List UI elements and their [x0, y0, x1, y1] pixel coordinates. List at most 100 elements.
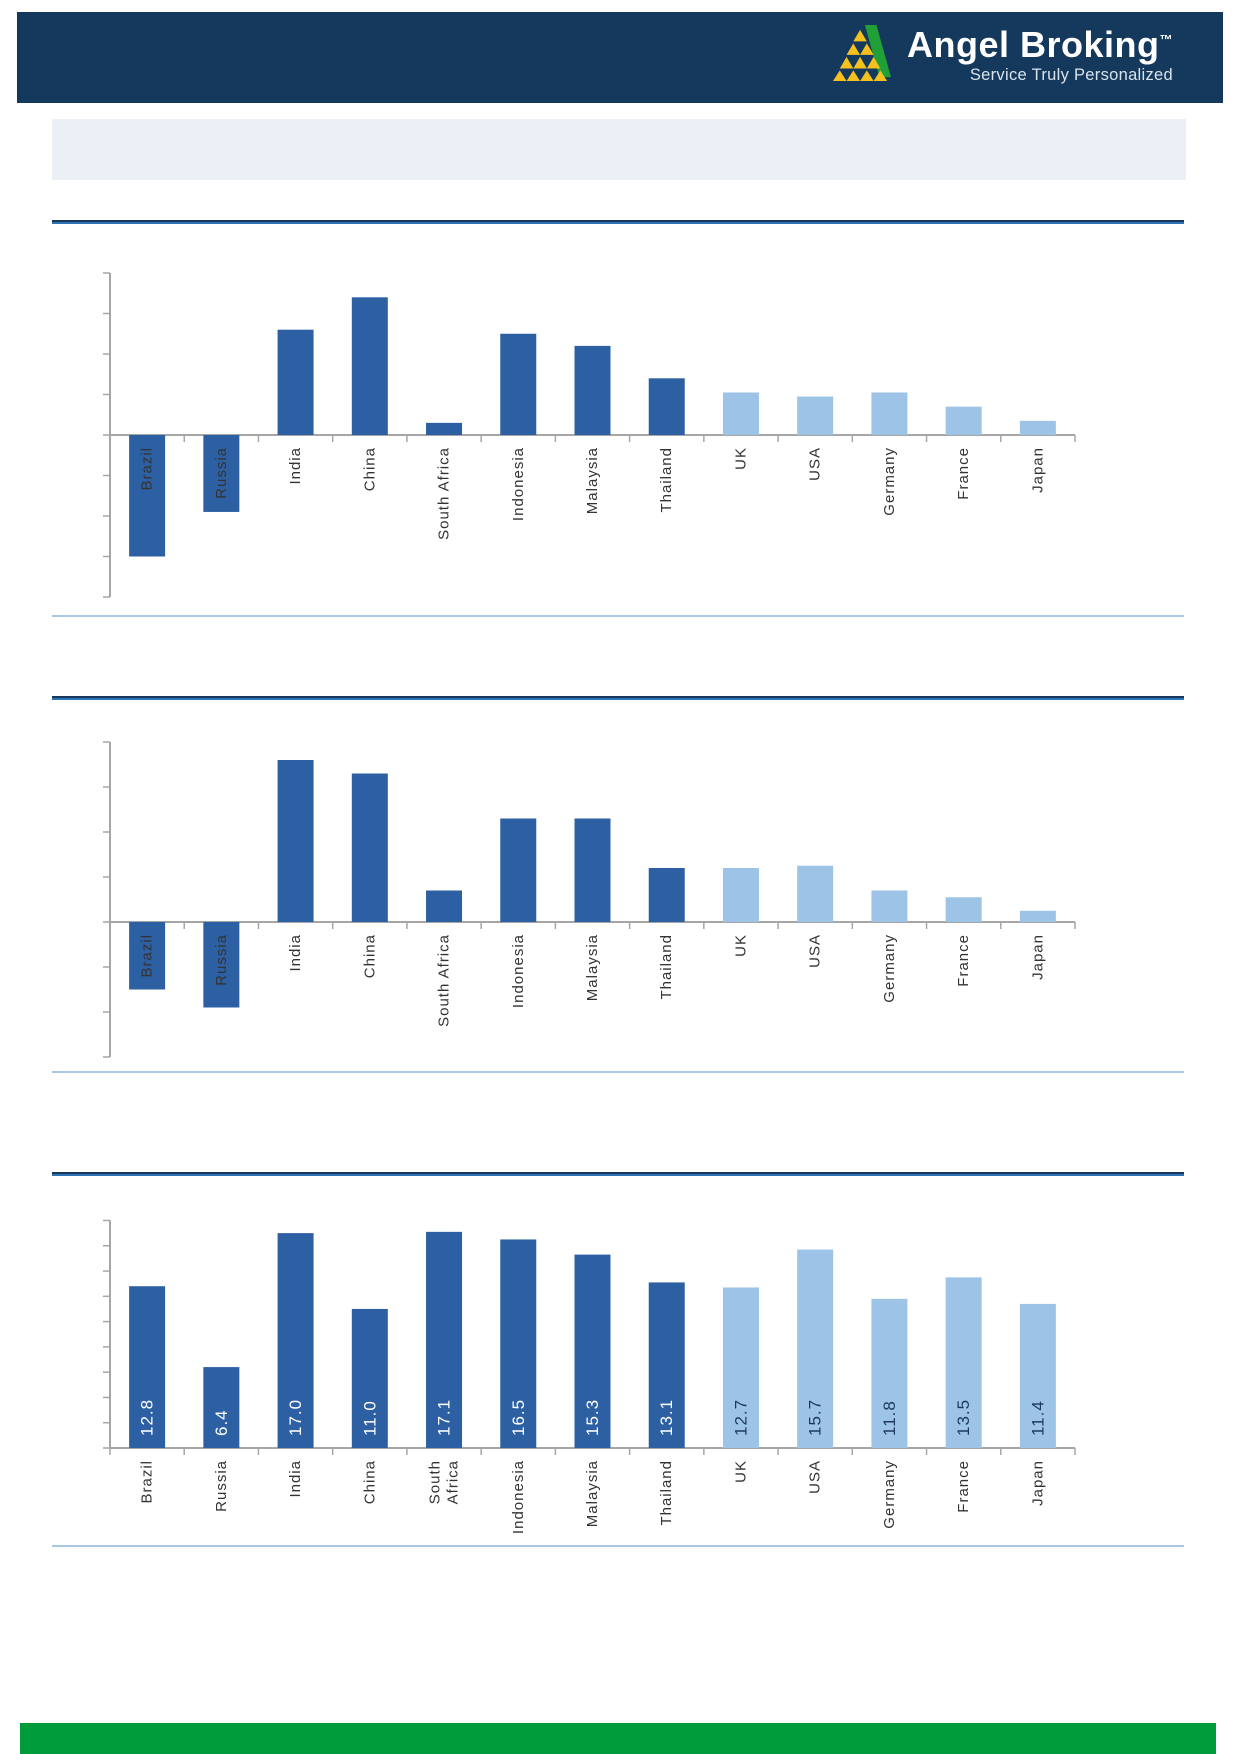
- category-label-south-africa: South: [427, 1460, 444, 1504]
- trademark-symbol: ™: [1159, 32, 1173, 47]
- category-label-thailand: Thailand: [658, 934, 675, 1000]
- bar-china: [351, 297, 388, 435]
- section-divider: [52, 1545, 1184, 1547]
- bar-brazil: [129, 922, 166, 990]
- category-label-japan: Japan: [1029, 447, 1046, 493]
- bar-usa: [797, 865, 834, 922]
- bar-japan: [1019, 420, 1056, 435]
- bar-usa: [797, 396, 834, 435]
- category-label-japan: Japan: [1029, 1460, 1046, 1506]
- value-label-brazil: 12.8: [138, 1399, 157, 1436]
- bar-indonesia: [500, 333, 537, 435]
- category-label-thailand: Thailand: [658, 1460, 675, 1526]
- value-label-japan: 11.4: [1028, 1400, 1047, 1436]
- bar-indonesia: [500, 1239, 537, 1448]
- bar-japan: [1019, 1303, 1056, 1448]
- category-label-south-africa: Africa: [445, 1460, 462, 1504]
- bar-russia: [203, 922, 240, 1008]
- bar-france: [945, 897, 982, 922]
- bar-japan: [1019, 910, 1056, 922]
- category-label-indonesia: Indonesia: [510, 447, 527, 521]
- category-label-china: China: [361, 1460, 378, 1504]
- category-label-malaysia: Malaysia: [584, 934, 601, 1001]
- value-label-south-africa: 17.1: [435, 1399, 454, 1436]
- category-label-usa: USA: [807, 1460, 824, 1494]
- value-label-russia: 6.4: [212, 1409, 231, 1436]
- bar-france: [945, 1277, 982, 1448]
- bar-russia: [203, 1367, 240, 1448]
- chart-2-title-rule: [52, 696, 1184, 700]
- category-label-brazil: Brazil: [139, 934, 156, 978]
- angel-broking-logo: Angel Broking™ Service Truly Personalize…: [833, 25, 1173, 85]
- category-label-france: France: [955, 447, 972, 500]
- bar-south-africa: [426, 422, 463, 435]
- chart-1-canvas: Brazil Russia India China South Africa Indone…: [103, 272, 1076, 598]
- value-label-usa: 15.7: [806, 1399, 825, 1436]
- section-divider: [52, 615, 1184, 617]
- section-divider: [52, 1071, 1184, 1073]
- category-label-brazil: Brazil: [139, 447, 156, 491]
- chart-3-canvas: Brazil 12.8 Russia 6.4 India 17.0 China 11.0 Sou…: [103, 1219, 1076, 1534]
- bar-south-africa: [426, 890, 463, 922]
- category-label-germany: Germany: [881, 1460, 898, 1529]
- bar-malaysia: [574, 818, 611, 922]
- bar-china: [351, 773, 388, 922]
- chart-1-title-rule: [52, 220, 1184, 224]
- chart-3-title-rule: [52, 1172, 1184, 1176]
- category-label-russia: Russia: [213, 447, 230, 499]
- bar-russia: [203, 435, 240, 512]
- category-label-usa: USA: [807, 934, 824, 968]
- bar-china: [351, 1308, 388, 1448]
- category-label-russia: Russia: [213, 934, 230, 986]
- bar-usa: [797, 1249, 834, 1448]
- category-label-germany: Germany: [881, 934, 898, 1003]
- category-label-malaysia: Malaysia: [584, 447, 601, 514]
- bar-south-africa: [426, 1231, 463, 1448]
- category-label-uk: UK: [732, 447, 749, 470]
- bar-germany: [871, 890, 908, 922]
- bar-malaysia: [574, 1254, 611, 1448]
- value-label-indonesia: 16.5: [509, 1399, 528, 1436]
- bar-germany: [871, 1298, 908, 1448]
- bar-india: [277, 1233, 314, 1448]
- bar-indonesia: [500, 818, 537, 922]
- brand-tagline: Service Truly Personalized: [969, 65, 1173, 84]
- bar-thailand: [648, 868, 685, 922]
- value-label-thailand: 13.1: [657, 1399, 676, 1436]
- section-title-banner: [52, 119, 1186, 180]
- header-bar: Angel Broking™ Service Truly Personalize…: [17, 12, 1223, 103]
- category-label-france: France: [955, 1460, 972, 1513]
- category-label-brazil: Brazil: [139, 1460, 156, 1504]
- category-label-india: India: [287, 934, 304, 972]
- category-label-germany: Germany: [881, 447, 898, 516]
- category-label-russia: Russia: [213, 1460, 230, 1512]
- value-label-china: 11.0: [360, 1400, 379, 1436]
- category-label-china: China: [361, 934, 378, 978]
- category-label-india: India: [287, 447, 304, 485]
- category-label-india: India: [287, 1460, 304, 1498]
- bar-france: [945, 406, 982, 435]
- bar-uk: [722, 868, 759, 922]
- brand-name: Angel Broking™: [906, 24, 1173, 65]
- value-label-germany: 11.8: [880, 1400, 899, 1436]
- bar-thailand: [648, 378, 685, 435]
- category-label-uk: UK: [732, 1460, 749, 1483]
- bar-brazil: [129, 1286, 166, 1448]
- brand-text-block: Angel Broking™ Service Truly Personalize…: [907, 25, 1173, 85]
- category-label-japan: Japan: [1029, 934, 1046, 980]
- bar-india: [277, 760, 314, 922]
- category-label-south-africa: South Africa: [436, 934, 453, 1027]
- bar-india: [277, 329, 314, 435]
- category-label-south-africa: South Africa: [436, 447, 453, 540]
- logo-pyramid-icon: [833, 25, 891, 81]
- chart-2-canvas: Brazil Russia India China South Africa Indone…: [103, 741, 1076, 1058]
- category-label-malaysia: Malaysia: [584, 1460, 601, 1527]
- bar-uk: [722, 392, 759, 435]
- footer-accent-bar: [20, 1723, 1216, 1754]
- category-label-uk: UK: [732, 934, 749, 957]
- bar-thailand: [648, 1282, 685, 1448]
- value-label-malaysia: 15.3: [583, 1399, 602, 1436]
- value-label-uk: 12.7: [731, 1399, 750, 1436]
- category-label-indonesia: Indonesia: [510, 934, 527, 1008]
